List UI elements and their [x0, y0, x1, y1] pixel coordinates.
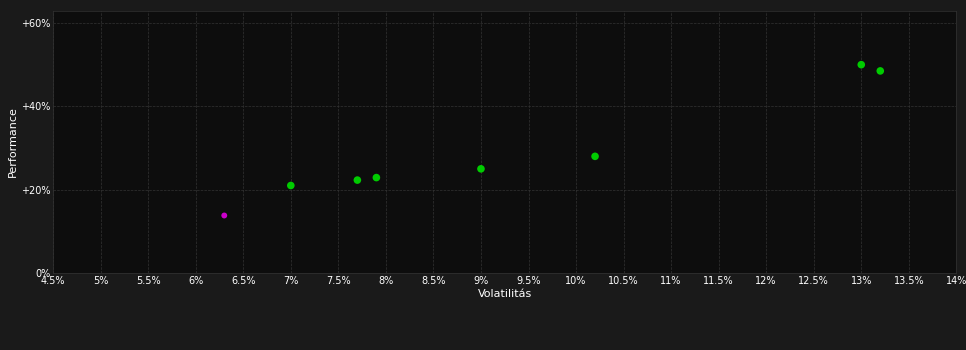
Point: [369, 175, 384, 180]
Point: [854, 62, 869, 68]
Point: [587, 154, 603, 159]
Point: [473, 166, 489, 172]
Point: [350, 177, 365, 183]
X-axis label: Volatilitás: Volatilitás: [477, 288, 532, 299]
Point: [283, 183, 298, 188]
Point: [872, 68, 888, 74]
Point: [216, 213, 232, 218]
Y-axis label: Performance: Performance: [8, 106, 18, 177]
